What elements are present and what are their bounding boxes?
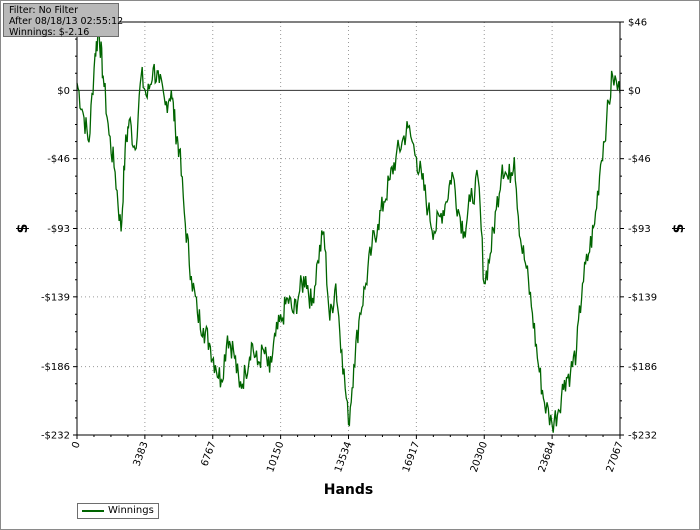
y-tick-label-left: -$93 [47,224,70,235]
y-tick-label-right: -$232 [628,431,657,442]
y-tick-label-right: $0 [628,86,641,97]
y-tick-label-left: -$232 [41,431,70,442]
filter-text: Filter: No Filter [9,5,79,16]
after-date-text: After 08/18/13 02:55:12 [9,16,124,27]
x-tick-label: 10150 [265,440,286,474]
x-axis-title: Hands [324,482,374,498]
x-tick-label: 20300 [469,440,490,474]
y-tick-label-right: $46 [628,18,647,29]
y-axis-left: $46$0-$46-$93-$139-$186-$232 [41,18,77,442]
x-tick-label: 13534 [333,440,354,474]
x-axis: 0 3383 6767 10150 13534 16917 20300 23684 27067 [70,435,626,474]
y-axis-title-left: $ [15,224,31,234]
info-panel: Filter: No Filter After 08/18/13 02:55:1… [3,3,124,38]
x-tick-label: 16917 [401,440,422,474]
plot-area-border [76,21,621,436]
legend-label-winnings: Winnings [108,505,154,516]
winnings-text: Winnings: $-2.16 [9,27,90,38]
y-tick-label-right: -$139 [628,292,657,303]
y-tick-label-right: -$186 [628,362,657,373]
y-axis-right: $46 $0 -$46 -$93 -$139 -$186 -$232 [620,18,657,442]
legend-swatch-winnings [82,510,104,512]
y-tick-label-left: -$46 [47,154,70,165]
y-tick-label-left: -$139 [41,292,70,303]
legend: Winnings [77,503,159,519]
x-tick-label: 27067 [605,440,626,474]
x-tick-label: 0 [70,440,83,450]
x-tick-label: 6767 [200,440,219,468]
y-tick-label-right: -$46 [628,154,651,165]
x-tick-label: 23684 [537,440,558,474]
x-tick-label: 3383 [132,440,151,468]
y-tick-label-left: -$186 [41,362,70,373]
winnings-series-line [76,30,621,433]
grid [77,22,620,435]
y-tick-label-right: -$93 [628,224,651,235]
y-axis-title-right: $ [671,224,687,234]
y-tick-label-left: $0 [57,86,70,97]
